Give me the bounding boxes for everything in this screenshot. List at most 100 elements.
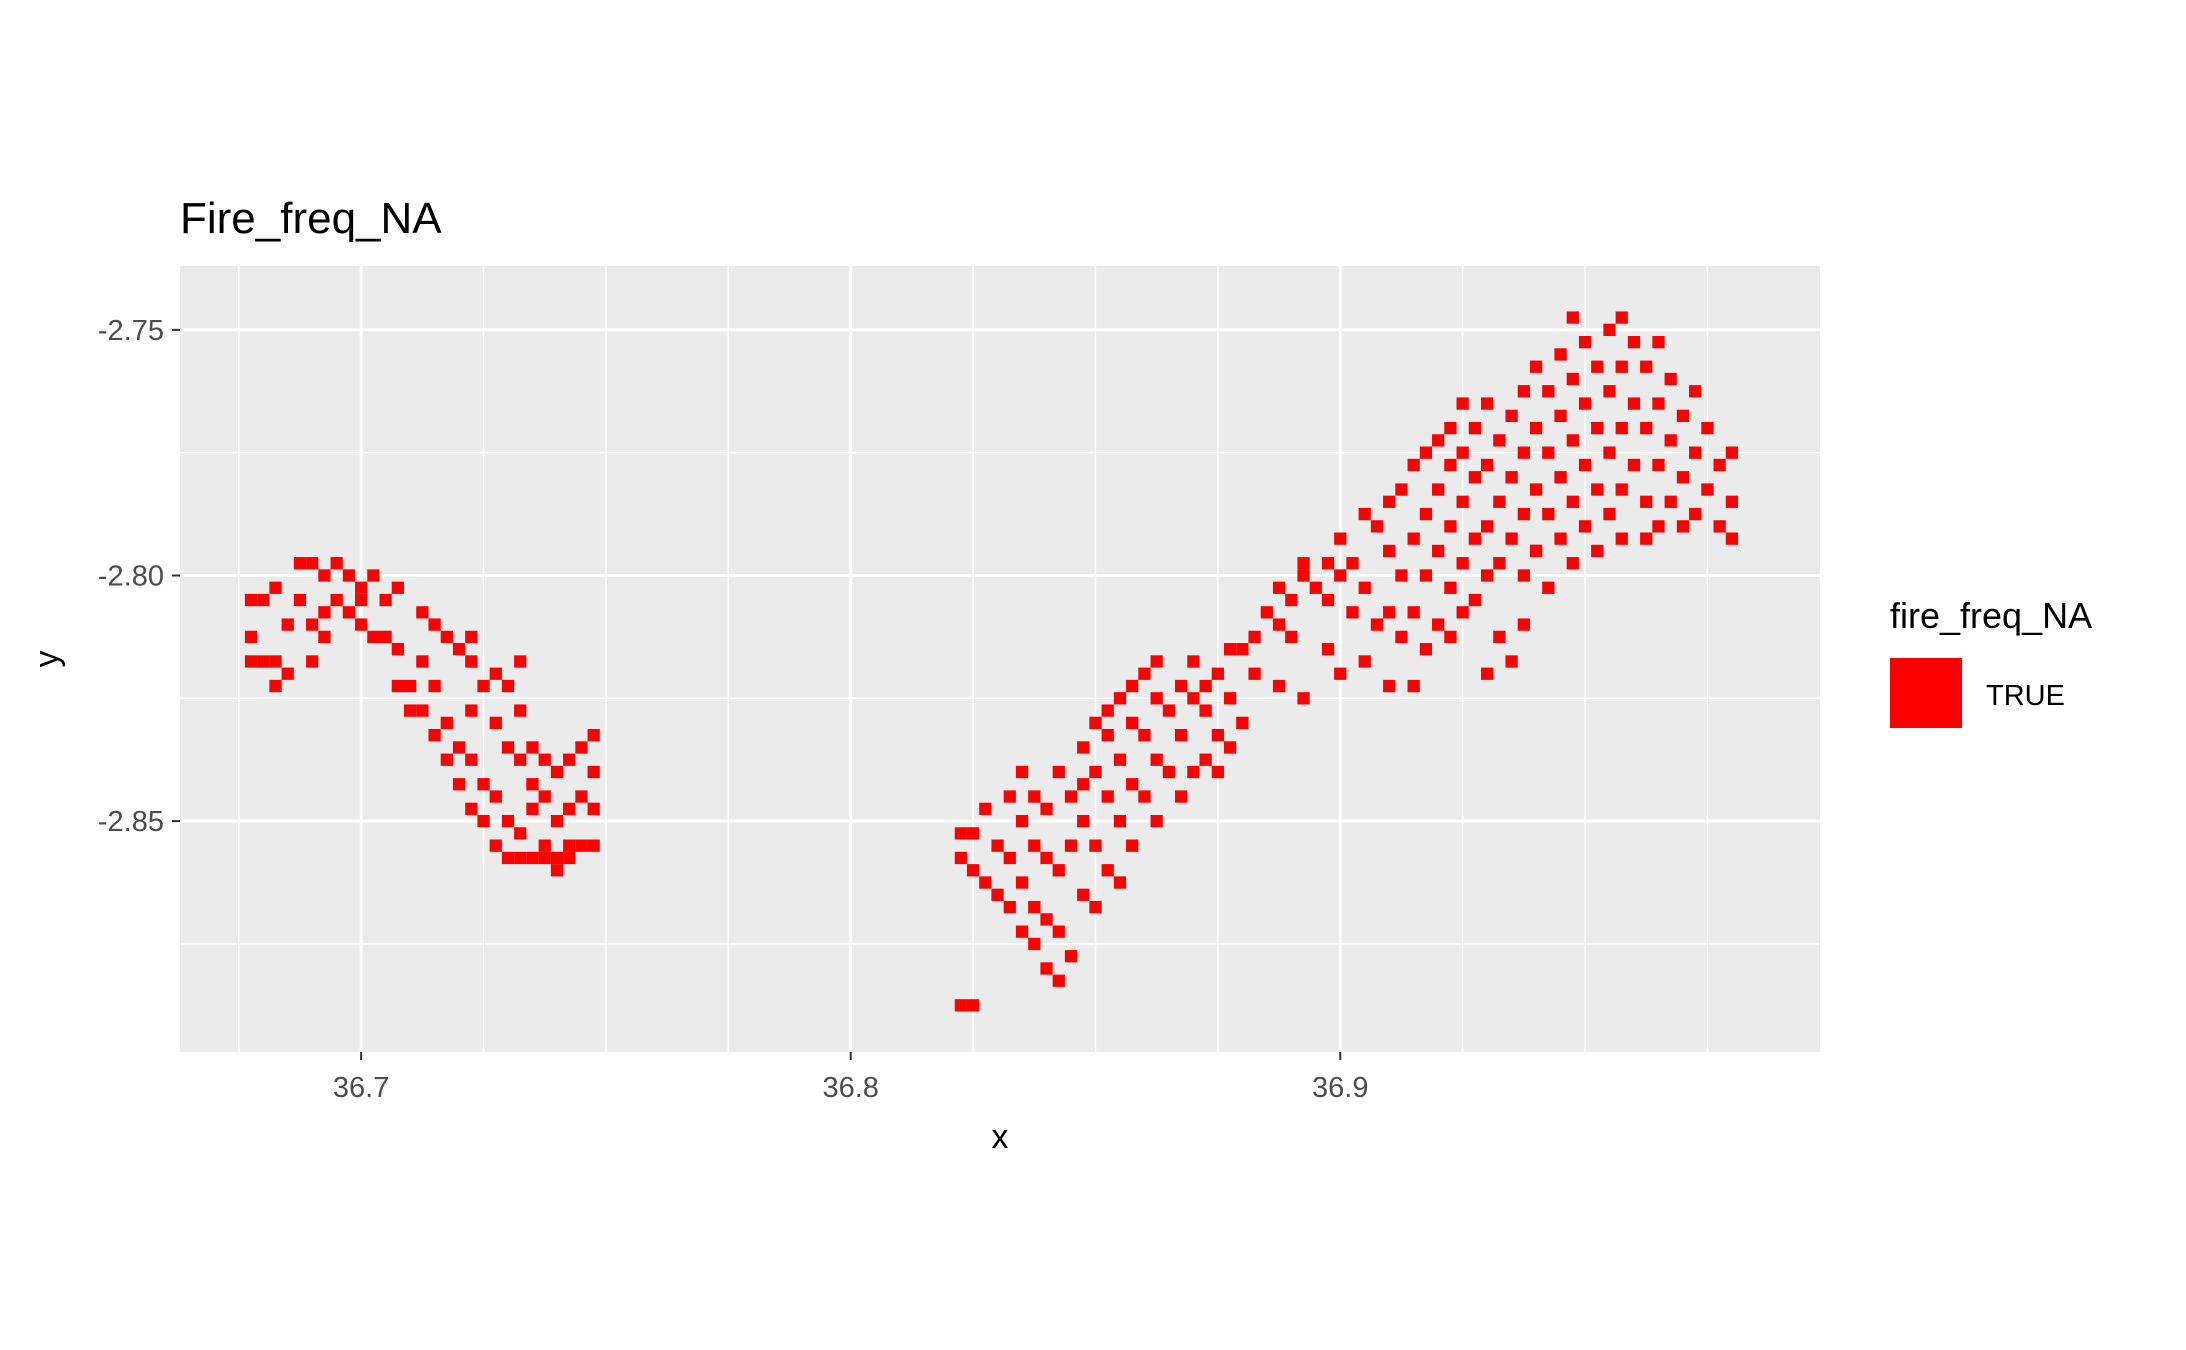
raster-cell [1456,606,1469,619]
raster-cell [1077,741,1090,754]
raster-cell [1383,679,1396,693]
raster-cell [1175,729,1188,742]
raster-cell [1407,458,1420,472]
raster-cell [1505,471,1518,484]
y-tick-label: -2.85 [98,806,164,838]
raster-cell [1040,962,1053,975]
raster-cell [1542,385,1555,398]
raster-cell [1199,753,1212,766]
raster-cell [1554,471,1567,484]
raster-cell [1529,421,1543,435]
raster-cell [1627,397,1641,410]
raster-cell [355,581,368,594]
raster-cell [1566,557,1579,570]
raster-cell [1383,606,1396,619]
raster-cell [1395,569,1408,582]
raster-cell [1248,667,1261,680]
raster-cell [563,753,576,766]
raster-cell [391,643,404,656]
raster-cell [991,839,1004,852]
raster-cell [244,655,258,668]
raster-cell [1346,557,1359,570]
raster-cell [318,569,331,582]
raster-cell [1627,458,1641,472]
raster-cell [1346,606,1359,619]
raster-cell [1150,753,1163,766]
raster-cell [538,851,551,865]
raster-cell [1566,372,1579,386]
raster-cell [1676,409,1690,422]
raster-cell [538,790,551,803]
raster-cell [1456,397,1469,410]
raster-cell [1456,446,1469,459]
raster-cell [966,864,980,877]
raster-cell [1101,790,1114,803]
raster-cell [1493,557,1506,570]
raster-cell [1175,790,1188,803]
raster-cell [477,778,490,791]
raster-cell [526,802,539,815]
raster-cell [538,753,551,766]
raster-cell [1309,581,1322,594]
x-tick-label: 36.8 [822,1072,878,1104]
raster-cell [440,753,453,766]
raster-cell [1542,507,1555,521]
x-tick-label: 36.7 [333,1072,389,1104]
raster-cell [1028,937,1041,951]
raster-cell [306,618,319,631]
raster-cell [1175,679,1188,693]
raster-cell [1138,790,1151,803]
x-axis-title: x [992,1118,1009,1156]
raster-cell [1640,360,1653,373]
raster-cell [1285,593,1298,607]
raster-cell [318,606,331,619]
chart-title: Fire_freq_NA [180,194,442,243]
raster-cell [428,618,441,631]
raster-cell [403,679,417,693]
raster-cell [1187,692,1200,705]
raster-cell [1150,814,1163,828]
raster-cell [550,864,564,877]
raster-cell [1591,360,1604,373]
raster-cell [1150,692,1163,705]
raster-cell [1052,765,1065,779]
raster-cell [1689,385,1702,398]
raster-cell [550,851,564,865]
raster-cell [379,630,392,644]
raster-cell [452,778,466,791]
raster-cell [257,593,270,607]
raster-cell [966,827,980,840]
raster-cell [1003,900,1016,914]
raster-cell [306,557,319,570]
raster-cell [269,679,282,693]
legend-label-true: TRUE [1986,680,2065,712]
raster-cell [306,655,319,668]
raster-cell [1126,679,1139,693]
raster-cell [1113,814,1127,828]
raster-cell [416,704,429,717]
legend-key-true [1890,658,1962,728]
raster-cell [1615,360,1628,373]
raster-cell [1480,569,1494,582]
grid-lines [180,266,1820,1052]
raster-cell [1187,655,1200,668]
raster-cell [1370,618,1384,631]
raster-cell [575,790,588,803]
raster-cell [1419,643,1433,656]
raster-cell [391,679,404,693]
raster-cell [465,630,478,644]
raster-cell [575,839,588,852]
raster-cell [501,814,515,828]
raster-cell [526,851,539,865]
raster-cell [1713,520,1726,533]
raster-cell [416,606,429,619]
raster-cell [1493,495,1506,508]
raster-cell [379,593,392,607]
raster-cell [1407,532,1420,545]
raster-cell [367,630,380,644]
raster-cell [587,765,600,779]
raster-cell [1701,483,1714,496]
raster-cell [1272,618,1286,631]
raster-cell [1077,888,1090,901]
raster-cell [244,630,258,644]
